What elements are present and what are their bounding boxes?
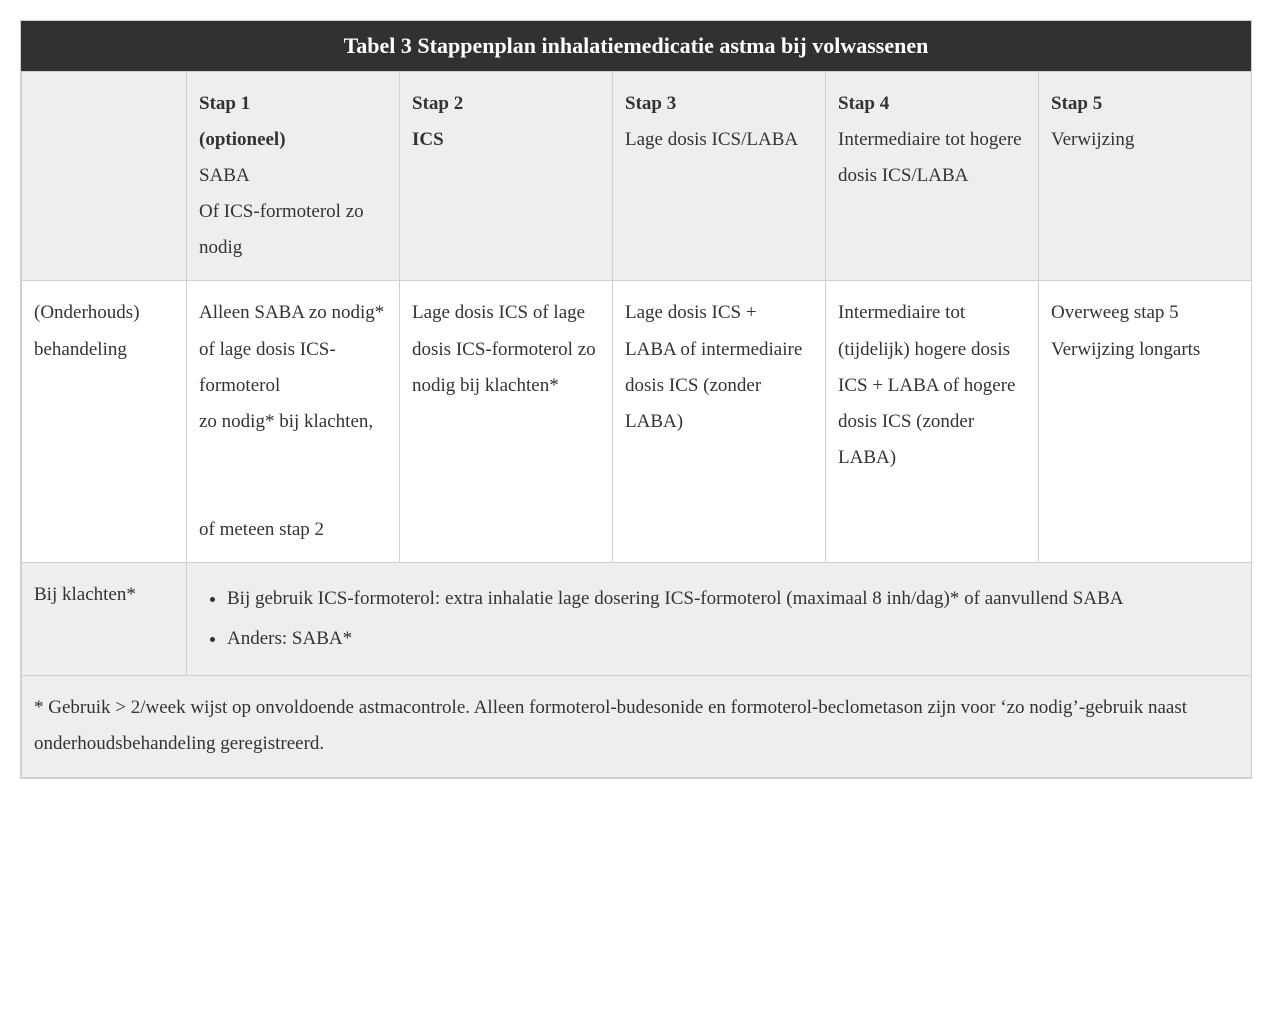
step-label: Stap 5 bbox=[1051, 93, 1102, 114]
complaints-bullets: Bij gebruik ICS-formoterol: extra inhala… bbox=[199, 581, 1239, 657]
step-sub-plain: Intermediaire tot hogere dosis ICS/LABA bbox=[838, 129, 1022, 186]
step-label: Stap 4 bbox=[838, 93, 889, 114]
complaints-cell: Bij gebruik ICS-formoterol: extra inhala… bbox=[187, 563, 1252, 676]
header-step-5: Stap 5 Verwijzing bbox=[1039, 72, 1252, 281]
maint-cell-3: Lage dosis ICS + LABA of intermediaire d… bbox=[613, 281, 826, 563]
step-sub-plain: Verwijzing bbox=[1051, 129, 1134, 150]
complaints-row: Bij klachten* Bij gebruik ICS-formoterol… bbox=[22, 563, 1252, 676]
step-sub-bold: (optioneel) bbox=[199, 129, 286, 150]
row-label-complaints: Bij klachten* bbox=[22, 563, 187, 676]
table-container: Tabel 3 Stappenplan inhalatiemedicatie a… bbox=[20, 20, 1252, 779]
row-label-maintenance: (Onderhouds) behandeling bbox=[22, 281, 187, 563]
stepwise-table: Stap 1 (optioneel) SABAOf ICS-formoterol… bbox=[21, 71, 1252, 778]
complaints-bullet-2: Anders: SABA* bbox=[227, 621, 1239, 657]
complaints-bullet-1: Bij gebruik ICS-formoterol: extra inhala… bbox=[227, 581, 1239, 617]
step-label: Stap 1 bbox=[199, 93, 250, 114]
step-label: Stap 2 bbox=[412, 93, 463, 114]
header-step-2: Stap 2 ICS bbox=[400, 72, 613, 281]
maint-cell-2: Lage dosis ICS of lage dosis ICS-formote… bbox=[400, 281, 613, 563]
step-sub-bold: ICS bbox=[412, 129, 444, 150]
header-empty-cell bbox=[22, 72, 187, 281]
maint-cell-4: Intermediaire tot (tijdelijk) hogere dos… bbox=[826, 281, 1039, 563]
step-sub-plain: SABAOf ICS-formoterol zo nodig bbox=[199, 165, 364, 258]
maint-cell-5: Overweeg stap 5 Verwijzing longarts bbox=[1039, 281, 1252, 563]
step-sub-plain: Lage dosis ICS/LABA bbox=[625, 129, 798, 150]
maint-cell-1: Alleen SABA zo nodig* of lage dosis ICS-… bbox=[187, 281, 400, 563]
header-row: Stap 1 (optioneel) SABAOf ICS-formoterol… bbox=[22, 72, 1252, 281]
footnote-row: * Gebruik > 2/week wijst op onvoldoende … bbox=[22, 676, 1252, 777]
table-title: Tabel 3 Stappenplan inhalatiemedicatie a… bbox=[21, 21, 1251, 71]
header-step-3: Stap 3 Lage dosis ICS/LABA bbox=[613, 72, 826, 281]
maintenance-row: (Onderhouds) behandeling Alleen SABA zo … bbox=[22, 281, 1252, 563]
footnote-cell: * Gebruik > 2/week wijst op onvoldoende … bbox=[22, 676, 1252, 777]
step-label: Stap 3 bbox=[625, 93, 676, 114]
header-step-1: Stap 1 (optioneel) SABAOf ICS-formoterol… bbox=[187, 72, 400, 281]
header-step-4: Stap 4 Intermediaire tot hogere dosis IC… bbox=[826, 72, 1039, 281]
